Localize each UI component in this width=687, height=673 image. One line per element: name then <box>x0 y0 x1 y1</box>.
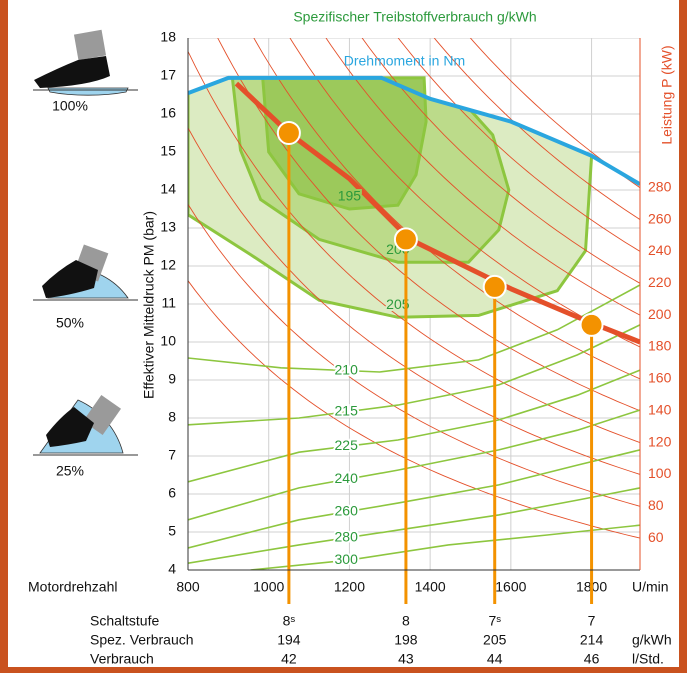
table-cell: 8 <box>402 613 410 629</box>
pedal-label: 100% <box>52 98 88 114</box>
table-unit: l/Std. <box>632 651 664 667</box>
pedal-label: 50% <box>56 315 84 331</box>
table-cell: 7ˢ <box>488 613 501 629</box>
table-cell: 44 <box>487 651 503 667</box>
table-unit: g/kWh <box>632 632 672 648</box>
contour-label: 210 <box>335 361 359 377</box>
y-tick-label: 10 <box>160 333 176 349</box>
y2-tick-label: 280 <box>648 178 672 194</box>
y2-tick-label: 240 <box>648 242 672 258</box>
table-cell: 205 <box>483 632 507 648</box>
operating-point <box>581 314 603 336</box>
y-tick-label: 9 <box>168 371 176 387</box>
x-tick-label: 1600 <box>495 579 526 595</box>
chart-title: Spezifischer Treibstoffverbrauch g/kWh <box>293 9 536 25</box>
table-row-label: Schaltstufe <box>90 613 159 629</box>
y-tick-label: 8 <box>168 409 176 425</box>
operating-point <box>278 122 300 144</box>
y-tick-label: 5 <box>168 523 176 539</box>
y-tick-label: 16 <box>160 105 176 121</box>
table-cell: 198 <box>394 632 418 648</box>
table-cell: 43 <box>398 651 414 667</box>
table-cell: 214 <box>580 632 604 648</box>
y-tick-label: 18 <box>160 29 176 45</box>
operating-point <box>484 276 506 298</box>
contour-label: 225 <box>335 437 359 453</box>
y2-tick-label: 120 <box>648 433 672 449</box>
contour-label: 240 <box>335 470 359 486</box>
x-tick-label: 1400 <box>415 579 446 595</box>
series-label: Drehmoment in Nm <box>344 53 465 69</box>
y-tick-label: 14 <box>160 181 176 197</box>
operating-point <box>395 228 417 250</box>
y-tick-label: 13 <box>160 219 176 235</box>
contour-label: 215 <box>335 403 359 419</box>
x-tick-label: 1200 <box>334 579 365 595</box>
page: 100% 50% 25% Spezifischer Treibstoffverb… <box>0 0 687 673</box>
y-tick-label: 4 <box>168 561 176 577</box>
contour-label: 300 <box>335 551 359 567</box>
table-row-label: Verbrauch <box>90 651 154 667</box>
y2-tick-label: 140 <box>648 401 672 417</box>
x-tick-label: 1000 <box>253 579 284 595</box>
table-cell: 194 <box>277 632 301 648</box>
y-tick-label: 15 <box>160 143 176 159</box>
contour-label: 260 <box>335 503 359 519</box>
x-tick-label: 800 <box>176 579 200 595</box>
contour-label: 280 <box>335 529 359 545</box>
table-row-label: Spez. Verbrauch <box>90 632 194 648</box>
y-tick-label: 6 <box>168 485 176 501</box>
table-cell: 8ˢ <box>283 613 296 629</box>
table-cell: 7 <box>588 613 596 629</box>
y-tick-label: 11 <box>161 295 176 311</box>
x-axis-unit: U/min <box>632 579 669 595</box>
table-cell: 46 <box>584 651 600 667</box>
y2-tick-label: 60 <box>648 529 664 545</box>
y2-tick-label: 220 <box>648 274 672 290</box>
table-cell: 42 <box>281 651 297 667</box>
chart: 100% 50% 25% Spezifischer Treibstoffverb… <box>0 0 687 673</box>
y2-tick-label: 260 <box>648 210 672 226</box>
y2-axis-label: Leistung P (kW) <box>659 45 675 144</box>
pedal-label: 25% <box>56 463 84 479</box>
y-tick-label: 17 <box>160 67 176 83</box>
x-axis-label: Motordrehzahl <box>28 579 118 595</box>
y-tick-label: 7 <box>168 447 176 463</box>
y2-tick-label: 100 <box>648 465 672 481</box>
y2-tick-label: 160 <box>648 370 672 386</box>
contour-label: 195 <box>338 188 362 204</box>
y-axis-label: Effektiver Mitteldruck PM (bar) <box>141 211 157 399</box>
y2-tick-label: 200 <box>648 306 672 322</box>
y-tick-label: 12 <box>160 257 176 273</box>
y2-tick-label: 80 <box>648 497 664 513</box>
y2-tick-label: 180 <box>648 338 672 354</box>
